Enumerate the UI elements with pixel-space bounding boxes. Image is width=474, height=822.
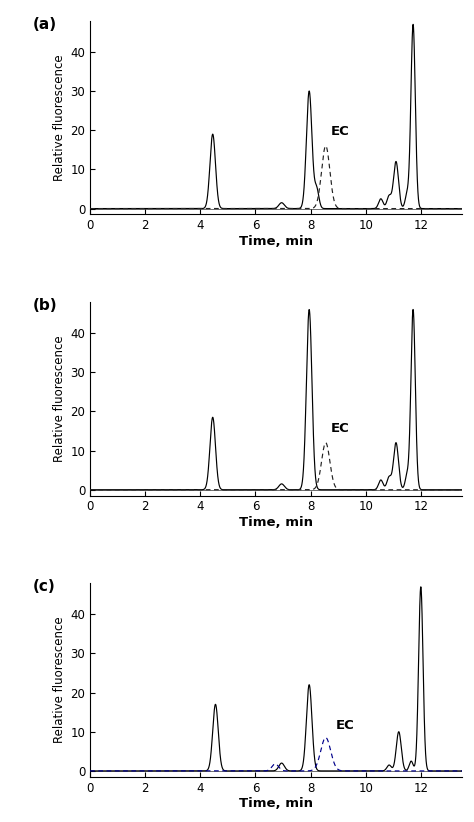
Text: EC: EC (336, 718, 354, 732)
Y-axis label: Relative fluorescence: Relative fluorescence (53, 335, 66, 462)
Y-axis label: Relative fluorescence: Relative fluorescence (53, 616, 66, 743)
Text: (a): (a) (32, 16, 56, 32)
X-axis label: Time, min: Time, min (239, 235, 313, 248)
X-axis label: Time, min: Time, min (239, 797, 313, 810)
Y-axis label: Relative fluorescence: Relative fluorescence (53, 54, 66, 181)
X-axis label: Time, min: Time, min (239, 516, 313, 529)
Text: (b): (b) (32, 298, 57, 313)
Text: EC: EC (330, 422, 349, 435)
Text: (c): (c) (32, 579, 55, 594)
Text: EC: EC (330, 125, 349, 138)
